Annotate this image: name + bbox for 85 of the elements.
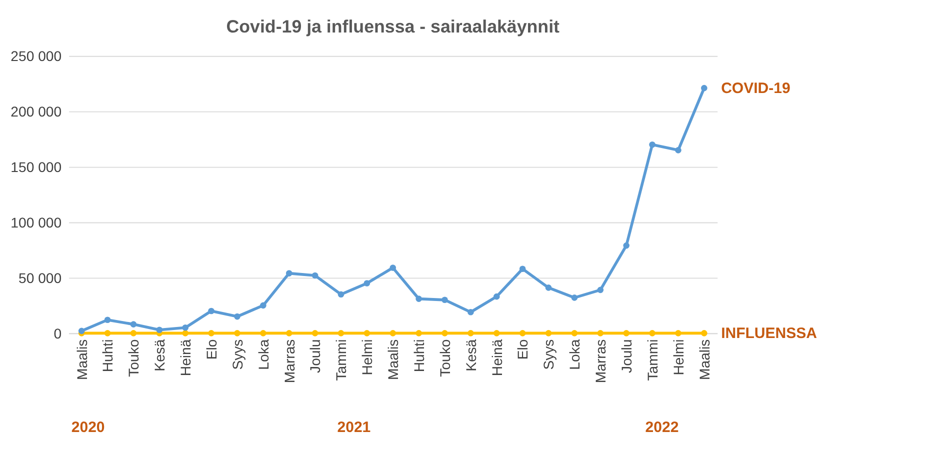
point: [675, 330, 682, 336]
x-tick-label: Heinä: [178, 339, 194, 376]
point: [597, 286, 604, 294]
x-tick-label: Marras: [281, 339, 298, 384]
point: [468, 308, 474, 316]
point: [390, 264, 396, 271]
point: [701, 330, 708, 336]
point: [442, 330, 448, 336]
x-tick-label: Maalis: [696, 339, 712, 380]
x-tick-label: Elo: [203, 339, 220, 360]
point: [78, 328, 85, 334]
point: [286, 330, 292, 336]
point: [364, 330, 370, 336]
point: [130, 321, 137, 328]
y-tick-label: 0: [54, 325, 62, 342]
point: [519, 266, 526, 272]
point: [234, 330, 240, 336]
point: [701, 84, 708, 92]
x-tick-label: Maalis: [74, 339, 90, 380]
x-tick-label: Touko: [126, 339, 142, 377]
x-tick-label: Huhti: [410, 339, 427, 372]
x-tick-label: Marras: [592, 339, 609, 384]
x-tick-label: Loka: [255, 339, 272, 370]
y-tick-label: 250 000: [10, 48, 62, 64]
x-tick-label: Tammi: [333, 339, 350, 381]
x-tick-label: Helmi: [359, 339, 376, 376]
point: [675, 147, 682, 154]
point: [338, 291, 344, 298]
point: [104, 330, 111, 336]
point: [416, 330, 422, 336]
point: [649, 141, 656, 148]
point: [545, 284, 552, 291]
point: [312, 330, 318, 336]
point: [493, 293, 500, 300]
x-tick-label: Helmi: [670, 339, 686, 376]
point: [571, 294, 578, 301]
point: [182, 330, 188, 336]
point: [234, 313, 240, 320]
x-tick-label: Tammi: [644, 339, 660, 381]
point: [442, 296, 448, 304]
point: [130, 330, 137, 336]
point: [623, 242, 630, 249]
point: [260, 330, 266, 336]
point: [338, 330, 344, 336]
point: [182, 324, 188, 331]
point: [519, 330, 526, 336]
x-tick-label: Kesä: [152, 339, 168, 372]
point: [364, 280, 370, 286]
point: [597, 330, 604, 336]
x-tick-label: Kesä: [462, 339, 479, 372]
point: [208, 330, 214, 336]
point: [104, 316, 111, 324]
point: [545, 330, 552, 336]
x-tick-label: Elo: [514, 339, 531, 360]
x-tick-label: Loka: [566, 339, 583, 370]
point: [468, 330, 474, 336]
y-tick-label: 50 000: [18, 270, 62, 286]
y-tick-label: 100 000: [10, 214, 62, 230]
point: [649, 330, 656, 336]
x-tick-label: Joulu: [618, 339, 635, 373]
series-label: COVID-19: [721, 80, 790, 97]
point: [260, 302, 266, 309]
x-tick-label: Heinä: [488, 339, 505, 376]
x-tick-label: Touko: [436, 339, 453, 377]
series-label: INFLUENSSA: [721, 324, 818, 342]
point: [416, 296, 422, 302]
x-tick-label: Maalis: [385, 339, 402, 380]
x-tick-label: Joulu: [307, 339, 324, 373]
point: [571, 330, 578, 336]
point: [390, 330, 396, 336]
chart-title: Covid-19 ja influenssa - sairaalakäynnit: [226, 16, 560, 36]
text: 2020: [71, 418, 105, 436]
point: [286, 270, 292, 276]
point: [208, 308, 214, 314]
text: 2022: [645, 418, 679, 436]
x-tick-label: Syys: [229, 339, 246, 370]
point: [156, 326, 163, 333]
point: [623, 330, 630, 336]
x-tick-label: Syys: [540, 339, 557, 370]
y-tick-label: 200 000: [10, 104, 62, 120]
text: 2021: [337, 418, 371, 436]
y-tick-label: 150 000: [10, 158, 62, 175]
x-tick-label: Huhti: [100, 339, 116, 372]
point: [312, 272, 318, 279]
point: [493, 330, 500, 336]
